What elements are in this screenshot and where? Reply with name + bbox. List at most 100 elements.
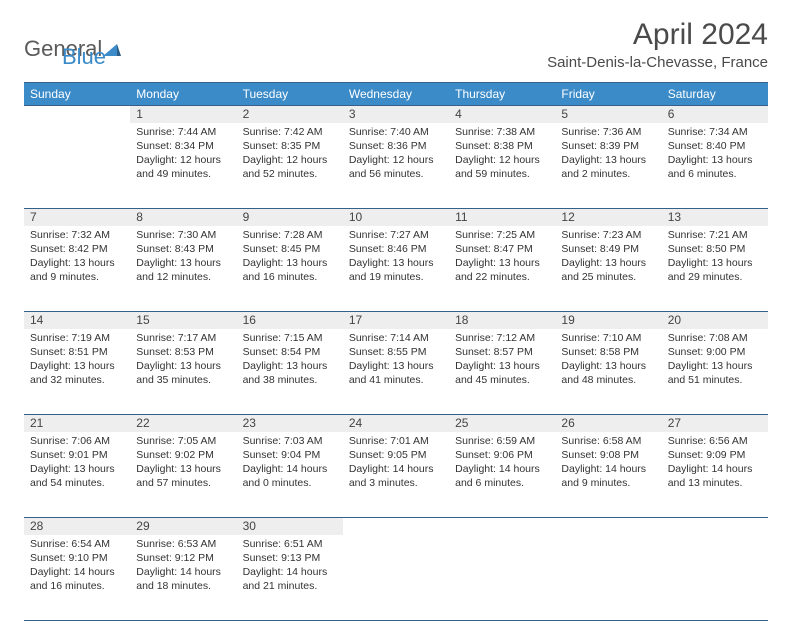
sunset-line: Sunset: 8:53 PM: [136, 345, 230, 359]
sunrise-line: Sunrise: 7:01 AM: [349, 434, 443, 448]
sunset-line: Sunset: 9:06 PM: [455, 448, 549, 462]
logo: General Blue: [24, 26, 154, 72]
weekday-header: Tuesday: [237, 83, 343, 106]
day-content-cell: Sunrise: 7:36 AMSunset: 8:39 PMDaylight:…: [555, 123, 661, 209]
day-number-cell: [555, 518, 661, 535]
daylight-line: Daylight: 13 hours and 9 minutes.: [30, 256, 124, 284]
sunset-line: Sunset: 8:35 PM: [243, 139, 337, 153]
day-content-row: Sunrise: 7:44 AMSunset: 8:34 PMDaylight:…: [24, 123, 768, 209]
daylight-line: Daylight: 12 hours and 52 minutes.: [243, 153, 337, 181]
day-content-cell: Sunrise: 7:10 AMSunset: 8:58 PMDaylight:…: [555, 329, 661, 415]
day-number-cell: 21: [24, 415, 130, 432]
daylight-line: Daylight: 13 hours and 29 minutes.: [668, 256, 762, 284]
day-content-cell: Sunrise: 7:40 AMSunset: 8:36 PMDaylight:…: [343, 123, 449, 209]
day-content-cell: Sunrise: 6:59 AMSunset: 9:06 PMDaylight:…: [449, 432, 555, 518]
daylight-line: Daylight: 13 hours and 2 minutes.: [561, 153, 655, 181]
sunrise-line: Sunrise: 7:15 AM: [243, 331, 337, 345]
sunset-line: Sunset: 8:51 PM: [30, 345, 124, 359]
sunrise-line: Sunrise: 7:30 AM: [136, 228, 230, 242]
sunset-line: Sunset: 8:57 PM: [455, 345, 549, 359]
day-number-cell: 22: [130, 415, 236, 432]
sunrise-line: Sunrise: 7:08 AM: [668, 331, 762, 345]
day-number-cell: 27: [662, 415, 768, 432]
sunset-line: Sunset: 9:02 PM: [136, 448, 230, 462]
daylight-line: Daylight: 14 hours and 6 minutes.: [455, 462, 549, 490]
day-content-cell: Sunrise: 6:54 AMSunset: 9:10 PMDaylight:…: [24, 535, 130, 621]
day-content-row: Sunrise: 6:54 AMSunset: 9:10 PMDaylight:…: [24, 535, 768, 621]
sunset-line: Sunset: 8:45 PM: [243, 242, 337, 256]
day-content-cell: Sunrise: 6:53 AMSunset: 9:12 PMDaylight:…: [130, 535, 236, 621]
sunset-line: Sunset: 8:42 PM: [30, 242, 124, 256]
daylight-line: Daylight: 13 hours and 6 minutes.: [668, 153, 762, 181]
day-number-row: 123456: [24, 106, 768, 123]
daylight-line: Daylight: 13 hours and 19 minutes.: [349, 256, 443, 284]
daylight-line: Daylight: 14 hours and 18 minutes.: [136, 565, 230, 593]
day-number-cell: 8: [130, 209, 236, 226]
daylight-line: Daylight: 14 hours and 0 minutes.: [243, 462, 337, 490]
day-number-cell: 30: [237, 518, 343, 535]
day-number-cell: 19: [555, 312, 661, 329]
day-number-cell: 17: [343, 312, 449, 329]
day-number-row: 282930: [24, 518, 768, 535]
day-content-cell: Sunrise: 7:15 AMSunset: 8:54 PMDaylight:…: [237, 329, 343, 415]
sunset-line: Sunset: 8:50 PM: [668, 242, 762, 256]
day-content-cell: [662, 535, 768, 621]
daylight-line: Daylight: 13 hours and 35 minutes.: [136, 359, 230, 387]
day-content-cell: Sunrise: 7:05 AMSunset: 9:02 PMDaylight:…: [130, 432, 236, 518]
sunset-line: Sunset: 9:13 PM: [243, 551, 337, 565]
sunset-line: Sunset: 8:55 PM: [349, 345, 443, 359]
day-number-cell: 28: [24, 518, 130, 535]
day-number-cell: 6: [662, 106, 768, 123]
sunset-line: Sunset: 8:49 PM: [561, 242, 655, 256]
sunset-line: Sunset: 8:38 PM: [455, 139, 549, 153]
sunset-line: Sunset: 8:47 PM: [455, 242, 549, 256]
daylight-line: Daylight: 14 hours and 9 minutes.: [561, 462, 655, 490]
sunset-line: Sunset: 8:43 PM: [136, 242, 230, 256]
sunset-line: Sunset: 8:40 PM: [668, 139, 762, 153]
day-content-cell: Sunrise: 7:08 AMSunset: 9:00 PMDaylight:…: [662, 329, 768, 415]
weekday-header: Sunday: [24, 83, 130, 106]
sunrise-line: Sunrise: 7:32 AM: [30, 228, 124, 242]
day-number-row: 78910111213: [24, 209, 768, 226]
day-content-cell: Sunrise: 6:56 AMSunset: 9:09 PMDaylight:…: [662, 432, 768, 518]
daylight-line: Daylight: 14 hours and 3 minutes.: [349, 462, 443, 490]
daylight-line: Daylight: 13 hours and 51 minutes.: [668, 359, 762, 387]
day-number-cell: [24, 106, 130, 123]
sunrise-line: Sunrise: 7:10 AM: [561, 331, 655, 345]
daylight-line: Daylight: 13 hours and 12 minutes.: [136, 256, 230, 284]
weekday-header: Thursday: [449, 83, 555, 106]
sunrise-line: Sunrise: 7:44 AM: [136, 125, 230, 139]
day-content-row: Sunrise: 7:06 AMSunset: 9:01 PMDaylight:…: [24, 432, 768, 518]
daylight-line: Daylight: 13 hours and 48 minutes.: [561, 359, 655, 387]
day-content-cell: Sunrise: 7:38 AMSunset: 8:38 PMDaylight:…: [449, 123, 555, 209]
day-number-cell: 24: [343, 415, 449, 432]
sunrise-line: Sunrise: 7:19 AM: [30, 331, 124, 345]
day-number-cell: 2: [237, 106, 343, 123]
daylight-line: Daylight: 14 hours and 13 minutes.: [668, 462, 762, 490]
sunrise-line: Sunrise: 7:38 AM: [455, 125, 549, 139]
day-content-cell: [555, 535, 661, 621]
daylight-line: Daylight: 14 hours and 21 minutes.: [243, 565, 337, 593]
calendar-table: SundayMondayTuesdayWednesdayThursdayFrid…: [24, 82, 768, 621]
month-title: April 2024: [547, 18, 768, 52]
sunrise-line: Sunrise: 6:54 AM: [30, 537, 124, 551]
daylight-line: Daylight: 12 hours and 56 minutes.: [349, 153, 443, 181]
sunrise-line: Sunrise: 6:59 AM: [455, 434, 549, 448]
sunset-line: Sunset: 8:54 PM: [243, 345, 337, 359]
sunset-line: Sunset: 8:39 PM: [561, 139, 655, 153]
daylight-line: Daylight: 14 hours and 16 minutes.: [30, 565, 124, 593]
daylight-line: Daylight: 13 hours and 22 minutes.: [455, 256, 549, 284]
day-number-cell: 26: [555, 415, 661, 432]
sunset-line: Sunset: 8:36 PM: [349, 139, 443, 153]
day-number-cell: 29: [130, 518, 236, 535]
day-content-cell: Sunrise: 7:01 AMSunset: 9:05 PMDaylight:…: [343, 432, 449, 518]
sunrise-line: Sunrise: 7:05 AM: [136, 434, 230, 448]
sunset-line: Sunset: 9:04 PM: [243, 448, 337, 462]
day-content-cell: Sunrise: 7:17 AMSunset: 8:53 PMDaylight:…: [130, 329, 236, 415]
sunrise-line: Sunrise: 7:40 AM: [349, 125, 443, 139]
day-content-cell: Sunrise: 7:06 AMSunset: 9:01 PMDaylight:…: [24, 432, 130, 518]
sunrise-line: Sunrise: 7:36 AM: [561, 125, 655, 139]
sunrise-line: Sunrise: 7:28 AM: [243, 228, 337, 242]
sunset-line: Sunset: 9:00 PM: [668, 345, 762, 359]
day-content-cell: Sunrise: 7:12 AMSunset: 8:57 PMDaylight:…: [449, 329, 555, 415]
